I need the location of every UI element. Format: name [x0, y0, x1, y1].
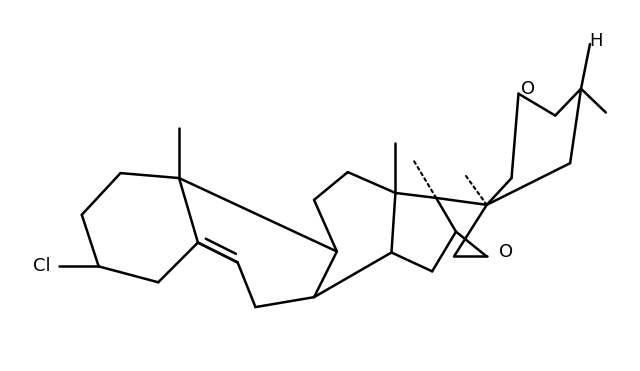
Text: H: H: [589, 32, 603, 50]
Text: Cl: Cl: [33, 257, 51, 275]
Text: O: O: [499, 243, 513, 262]
Text: O: O: [522, 80, 536, 98]
